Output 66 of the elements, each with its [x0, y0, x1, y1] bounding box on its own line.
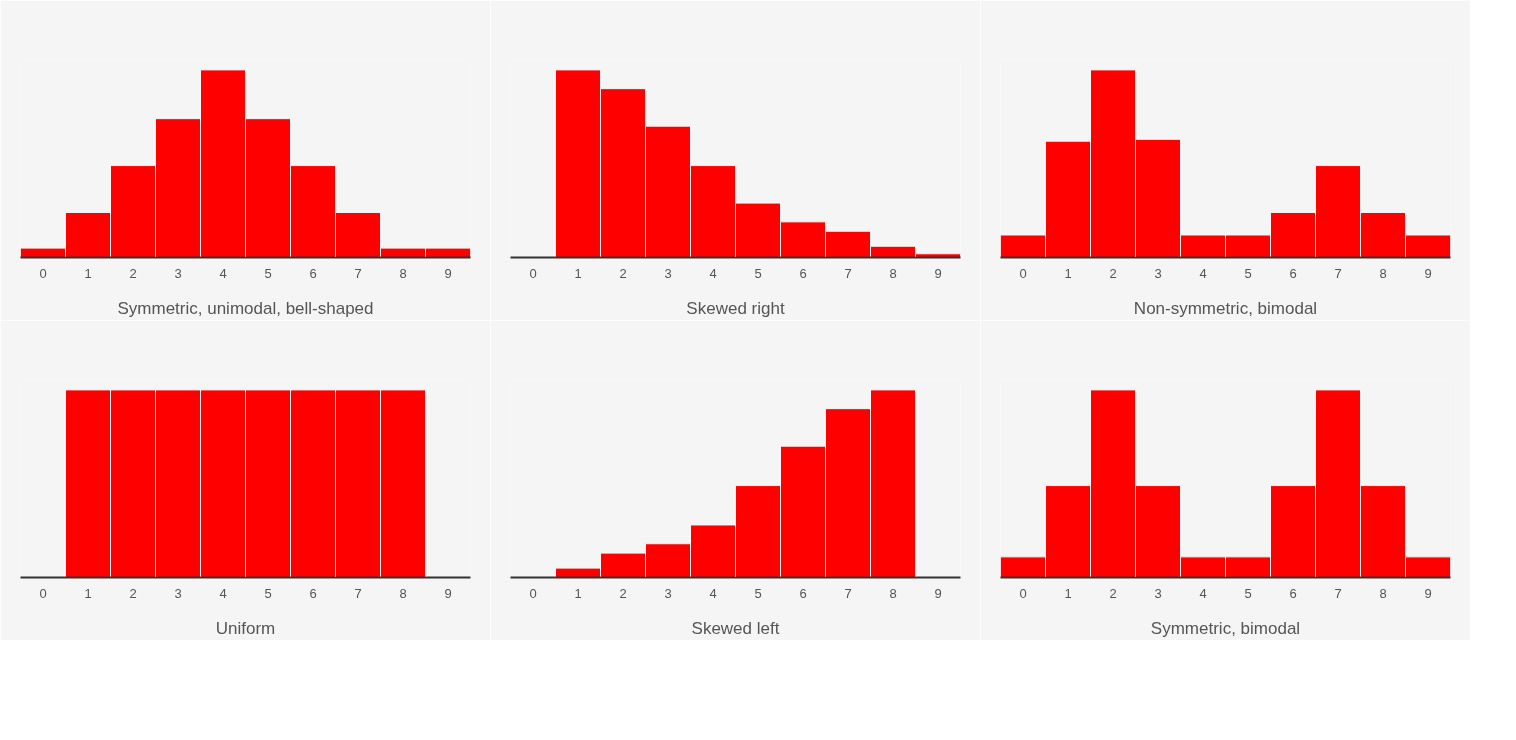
x-tick-label: 5	[1244, 265, 1252, 281]
x-tick-label: 6	[309, 585, 317, 601]
x-tick-label: 1	[84, 585, 92, 601]
x-tick-label: 8	[399, 585, 407, 601]
x-axis-title: Skewed right	[686, 298, 785, 318]
x-tick-label: 9	[934, 265, 942, 281]
x-tick-label: 9	[1424, 585, 1432, 601]
x-tick-label: 1	[574, 585, 582, 601]
x-tick-label: 7	[844, 585, 852, 601]
x-tick-label: 9	[934, 585, 942, 601]
x-tick-label: 7	[1334, 265, 1342, 281]
x-tick-label: 2	[1109, 265, 1117, 281]
x-tick-label: 7	[844, 265, 852, 281]
x-tick-label: 0	[1019, 585, 1027, 601]
x-tick-label: 0	[1019, 265, 1027, 281]
x-tick-label: 2	[1109, 585, 1117, 601]
x-axis-title: Symmetric, bimodal	[1150, 618, 1301, 638]
x-tick-label: 4	[219, 265, 227, 281]
x-tick-label: 5	[264, 585, 272, 601]
x-tick-label: 8	[889, 265, 897, 281]
x-tick-label: 2	[129, 585, 137, 601]
x-tick-label: 0	[39, 265, 47, 281]
x-tick-label: 3	[664, 585, 672, 601]
x-tick-label: 6	[799, 585, 807, 601]
x-tick-label: 3	[174, 585, 182, 601]
x-tick-label: 9	[444, 585, 452, 601]
x-tick-label: 3	[664, 265, 672, 281]
x-tick-label: 6	[1289, 585, 1297, 601]
x-tick-label: 4	[709, 585, 717, 601]
x-tick-label: 5	[1244, 585, 1252, 601]
x-tick-label: 2	[619, 585, 627, 601]
x-axis-title: Uniform	[215, 618, 276, 638]
x-tick-label: 4	[709, 265, 717, 281]
x-tick-label: 3	[174, 265, 182, 281]
x-tick-label: 5	[754, 585, 762, 601]
x-tick-label: 9	[1424, 265, 1432, 281]
x-tick-label: 8	[1379, 265, 1387, 281]
x-tick-label: 6	[799, 265, 807, 281]
x-tick-label: 7	[354, 585, 362, 601]
x-tick-label: 7	[1334, 585, 1342, 601]
x-tick-label: 2	[619, 265, 627, 281]
x-tick-label: 4	[219, 585, 227, 601]
x-tick-label: 1	[1064, 585, 1072, 601]
x-tick-label: 0	[529, 585, 537, 601]
x-tick-label: 5	[264, 265, 272, 281]
x-tick-label: 4	[1199, 585, 1207, 601]
x-tick-label: 5	[754, 265, 762, 281]
x-tick-label: 1	[574, 265, 582, 281]
x-tick-label: 1	[1064, 265, 1072, 281]
x-tick-label: 0	[39, 585, 47, 601]
x-tick-label: 6	[309, 265, 317, 281]
x-tick-label: 8	[1379, 585, 1387, 601]
x-tick-label: 4	[1199, 265, 1207, 281]
x-axis-title: Skewed left	[691, 618, 780, 638]
x-tick-label: 8	[889, 585, 897, 601]
x-tick-label: 6	[1289, 265, 1297, 281]
x-tick-label: 1	[84, 265, 92, 281]
x-tick-label: 3	[1154, 265, 1162, 281]
x-tick-label: 9	[444, 265, 452, 281]
x-tick-label: 2	[129, 265, 137, 281]
x-axis-title: Symmetric, unimodal, bell-shaped	[117, 298, 374, 318]
x-tick-label: 8	[399, 265, 407, 281]
x-tick-label: 7	[354, 265, 362, 281]
x-tick-label: 3	[1154, 585, 1162, 601]
x-tick-label: 0	[529, 265, 537, 281]
x-axis-title: Non-symmetric, bimodal	[1133, 298, 1318, 318]
